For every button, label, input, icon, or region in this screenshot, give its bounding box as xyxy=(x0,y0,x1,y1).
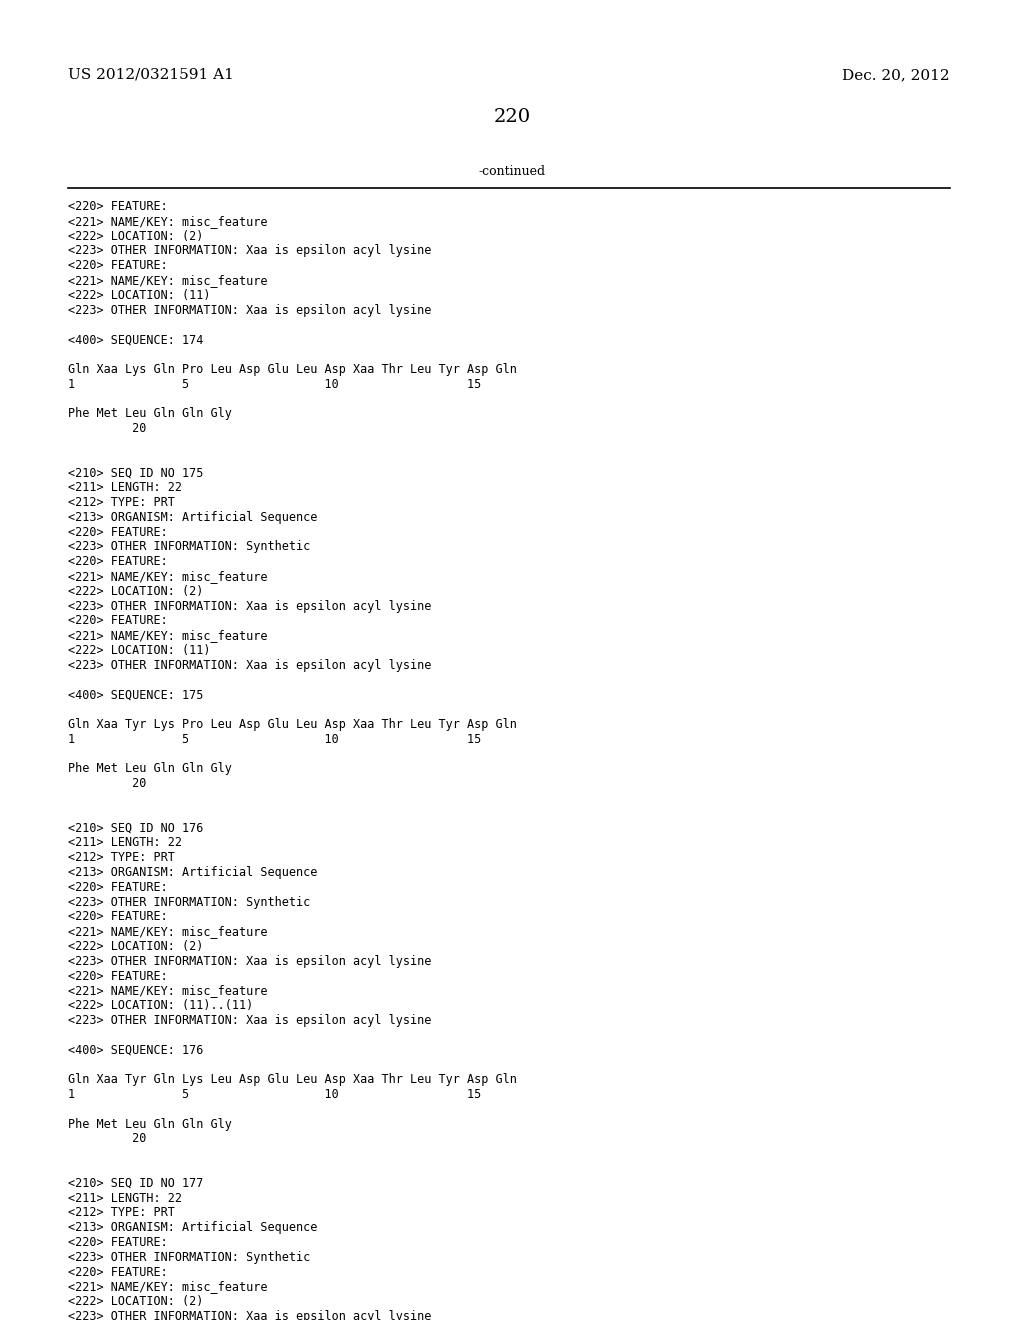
Text: <213> ORGANISM: Artificial Sequence: <213> ORGANISM: Artificial Sequence xyxy=(68,511,317,524)
Text: <223> OTHER INFORMATION: Synthetic: <223> OTHER INFORMATION: Synthetic xyxy=(68,895,310,908)
Text: Dec. 20, 2012: Dec. 20, 2012 xyxy=(843,69,950,82)
Text: <211> LENGTH: 22: <211> LENGTH: 22 xyxy=(68,482,182,494)
Text: <221> NAME/KEY: misc_feature: <221> NAME/KEY: misc_feature xyxy=(68,1280,267,1294)
Text: <220> FEATURE:: <220> FEATURE: xyxy=(68,970,168,982)
Text: <221> NAME/KEY: misc_feature: <221> NAME/KEY: misc_feature xyxy=(68,275,267,286)
Text: <220> FEATURE:: <220> FEATURE: xyxy=(68,525,168,539)
Text: <220> FEATURE:: <220> FEATURE: xyxy=(68,1266,168,1279)
Text: 20: 20 xyxy=(68,777,146,791)
Text: <210> SEQ ID NO 176: <210> SEQ ID NO 176 xyxy=(68,821,204,834)
Text: <222> LOCATION: (11): <222> LOCATION: (11) xyxy=(68,644,211,657)
Text: <212> TYPE: PRT: <212> TYPE: PRT xyxy=(68,1206,175,1220)
Text: <223> OTHER INFORMATION: Xaa is epsilon acyl lysine: <223> OTHER INFORMATION: Xaa is epsilon … xyxy=(68,599,431,612)
Text: <222> LOCATION: (11)..(11): <222> LOCATION: (11)..(11) xyxy=(68,999,253,1012)
Text: 1               5                   10                  15: 1 5 10 15 xyxy=(68,1088,481,1101)
Text: US 2012/0321591 A1: US 2012/0321591 A1 xyxy=(68,69,233,82)
Text: <223> OTHER INFORMATION: Xaa is epsilon acyl lysine: <223> OTHER INFORMATION: Xaa is epsilon … xyxy=(68,304,431,317)
Text: <211> LENGTH: 22: <211> LENGTH: 22 xyxy=(68,1192,182,1205)
Text: <210> SEQ ID NO 175: <210> SEQ ID NO 175 xyxy=(68,466,204,479)
Text: <212> TYPE: PRT: <212> TYPE: PRT xyxy=(68,851,175,865)
Text: Phe Met Leu Gln Gln Gly: Phe Met Leu Gln Gln Gly xyxy=(68,763,231,775)
Text: <223> OTHER INFORMATION: Xaa is epsilon acyl lysine: <223> OTHER INFORMATION: Xaa is epsilon … xyxy=(68,954,431,968)
Text: <221> NAME/KEY: misc_feature: <221> NAME/KEY: misc_feature xyxy=(68,985,267,998)
Text: <220> FEATURE:: <220> FEATURE: xyxy=(68,911,168,924)
Text: <223> OTHER INFORMATION: Synthetic: <223> OTHER INFORMATION: Synthetic xyxy=(68,540,310,553)
Text: <400> SEQUENCE: 175: <400> SEQUENCE: 175 xyxy=(68,689,204,701)
Text: <212> TYPE: PRT: <212> TYPE: PRT xyxy=(68,496,175,510)
Text: <223> OTHER INFORMATION: Xaa is epsilon acyl lysine: <223> OTHER INFORMATION: Xaa is epsilon … xyxy=(68,1014,431,1027)
Text: <223> OTHER INFORMATION: Xaa is epsilon acyl lysine: <223> OTHER INFORMATION: Xaa is epsilon … xyxy=(68,1309,431,1320)
Text: <213> ORGANISM: Artificial Sequence: <213> ORGANISM: Artificial Sequence xyxy=(68,1221,317,1234)
Text: -continued: -continued xyxy=(478,165,546,178)
Text: <222> LOCATION: (2): <222> LOCATION: (2) xyxy=(68,585,204,598)
Text: 20: 20 xyxy=(68,1133,146,1146)
Text: Gln Xaa Tyr Lys Pro Leu Asp Glu Leu Asp Xaa Thr Leu Tyr Asp Gln: Gln Xaa Tyr Lys Pro Leu Asp Glu Leu Asp … xyxy=(68,718,517,731)
Text: Phe Met Leu Gln Gln Gly: Phe Met Leu Gln Gln Gly xyxy=(68,407,231,420)
Text: <213> ORGANISM: Artificial Sequence: <213> ORGANISM: Artificial Sequence xyxy=(68,866,317,879)
Text: 1               5                   10                  15: 1 5 10 15 xyxy=(68,378,481,391)
Text: <223> OTHER INFORMATION: Xaa is epsilon acyl lysine: <223> OTHER INFORMATION: Xaa is epsilon … xyxy=(68,244,431,257)
Text: <221> NAME/KEY: misc_feature: <221> NAME/KEY: misc_feature xyxy=(68,925,267,939)
Text: <221> NAME/KEY: misc_feature: <221> NAME/KEY: misc_feature xyxy=(68,630,267,643)
Text: Gln Xaa Tyr Gln Lys Leu Asp Glu Leu Asp Xaa Thr Leu Tyr Asp Gln: Gln Xaa Tyr Gln Lys Leu Asp Glu Leu Asp … xyxy=(68,1073,517,1086)
Text: <222> LOCATION: (2): <222> LOCATION: (2) xyxy=(68,230,204,243)
Text: <220> FEATURE:: <220> FEATURE: xyxy=(68,201,168,213)
Text: 1               5                   10                  15: 1 5 10 15 xyxy=(68,733,481,746)
Text: <223> OTHER INFORMATION: Xaa is epsilon acyl lysine: <223> OTHER INFORMATION: Xaa is epsilon … xyxy=(68,659,431,672)
Text: <220> FEATURE:: <220> FEATURE: xyxy=(68,1236,168,1249)
Text: <222> LOCATION: (2): <222> LOCATION: (2) xyxy=(68,1295,204,1308)
Text: <220> FEATURE:: <220> FEATURE: xyxy=(68,880,168,894)
Text: <220> FEATURE:: <220> FEATURE: xyxy=(68,259,168,272)
Text: <223> OTHER INFORMATION: Synthetic: <223> OTHER INFORMATION: Synthetic xyxy=(68,1251,310,1263)
Text: <221> NAME/KEY: misc_feature: <221> NAME/KEY: misc_feature xyxy=(68,215,267,228)
Text: <211> LENGTH: 22: <211> LENGTH: 22 xyxy=(68,837,182,849)
Text: 20: 20 xyxy=(68,422,146,436)
Text: <220> FEATURE:: <220> FEATURE: xyxy=(68,556,168,568)
Text: <222> LOCATION: (11): <222> LOCATION: (11) xyxy=(68,289,211,302)
Text: <210> SEQ ID NO 177: <210> SEQ ID NO 177 xyxy=(68,1177,204,1189)
Text: <400> SEQUENCE: 174: <400> SEQUENCE: 174 xyxy=(68,333,204,346)
Text: <220> FEATURE:: <220> FEATURE: xyxy=(68,614,168,627)
Text: Phe Met Leu Gln Gln Gly: Phe Met Leu Gln Gln Gly xyxy=(68,1118,231,1131)
Text: <400> SEQUENCE: 176: <400> SEQUENCE: 176 xyxy=(68,1044,204,1056)
Text: <221> NAME/KEY: misc_feature: <221> NAME/KEY: misc_feature xyxy=(68,570,267,583)
Text: <222> LOCATION: (2): <222> LOCATION: (2) xyxy=(68,940,204,953)
Text: Gln Xaa Lys Gln Pro Leu Asp Glu Leu Asp Xaa Thr Leu Tyr Asp Gln: Gln Xaa Lys Gln Pro Leu Asp Glu Leu Asp … xyxy=(68,363,517,376)
Text: 220: 220 xyxy=(494,108,530,125)
